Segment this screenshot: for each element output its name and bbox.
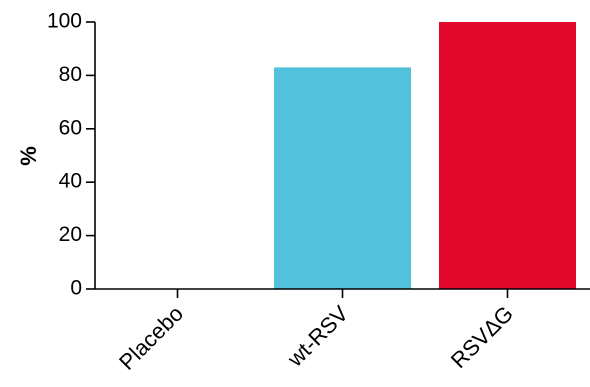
y-tick-label: 60	[59, 116, 82, 139]
y-axis: 0 20 40 60 80 100	[47, 10, 96, 300]
y-tick-label: 20	[59, 223, 82, 246]
bars	[274, 22, 576, 289]
x-tick-label: wt-RSV	[282, 301, 353, 372]
x-axis: Placebo wt-RSV RSVΔG	[95, 288, 590, 375]
y-tick-label: 80	[59, 63, 82, 86]
y-tick-label: 100	[47, 10, 82, 33]
bar	[274, 67, 411, 289]
x-tick-label: RSVΔG	[446, 301, 518, 373]
y-tick-label: 40	[59, 170, 82, 193]
x-tick-label: Placebo	[114, 301, 188, 375]
bar	[439, 22, 576, 289]
y-tick-label: 0	[70, 277, 82, 300]
y-axis-title: %	[16, 146, 41, 166]
